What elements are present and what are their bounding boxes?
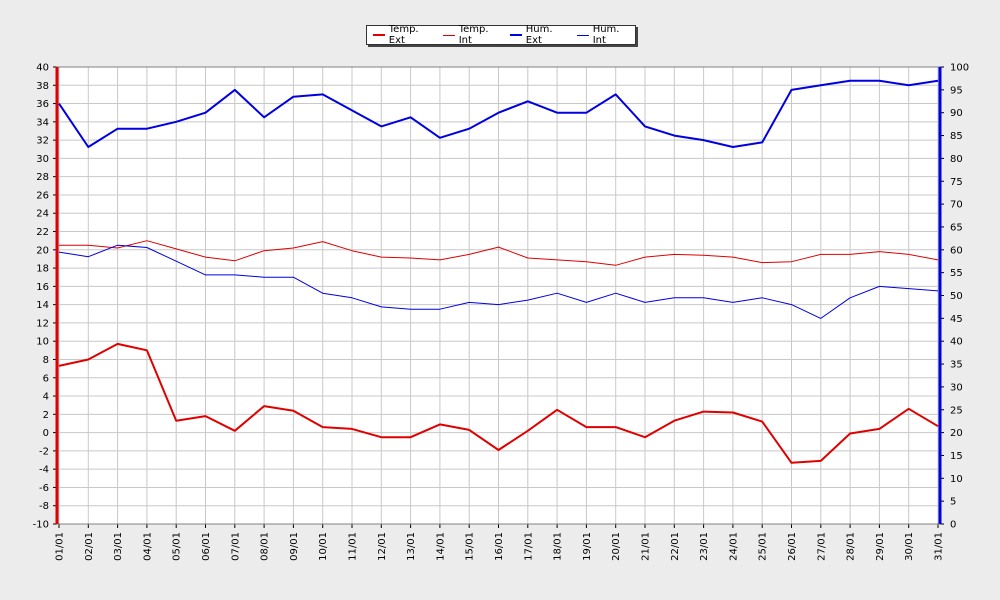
y-left-tick-label: 28 xyxy=(36,172,49,183)
x-tick-label: 27/01 xyxy=(816,532,827,561)
y-left-tick-label: 32 xyxy=(36,136,49,147)
x-tick-label: 22/01 xyxy=(670,532,681,561)
y-left-tick-label: 10 xyxy=(36,337,49,348)
y-right-tick-label: 40 xyxy=(950,337,963,348)
y-left-tick-label: 0 xyxy=(43,428,49,439)
x-tick-label: 26/01 xyxy=(787,532,798,561)
legend-swatch-hum-int xyxy=(576,34,589,36)
y-left-tick-label: 20 xyxy=(36,245,49,256)
y-right-tick-label: 85 xyxy=(950,131,963,142)
legend-item-temp-int: Temp. Int xyxy=(442,24,504,46)
y-left-tick-label: -8 xyxy=(39,501,49,512)
legend-item-hum-ext: Hum. Ext xyxy=(509,24,571,46)
x-tick-label: 20/01 xyxy=(611,532,622,561)
legend-swatch-hum-ext xyxy=(509,34,522,36)
y-right-tick-label: 95 xyxy=(950,85,963,96)
x-tick-label: 16/01 xyxy=(494,532,505,561)
series-line-temp-ext xyxy=(58,342,939,464)
x-tick-label: 07/01 xyxy=(230,532,241,561)
y-left-tick-label: 18 xyxy=(36,264,49,275)
y-left-tick-label: 16 xyxy=(36,282,49,293)
y-right-tick-label: 5 xyxy=(950,497,956,508)
x-tick-label: 15/01 xyxy=(465,532,476,561)
y-left-tick-label: 34 xyxy=(36,117,49,128)
x-tick-label: 05/01 xyxy=(172,532,183,561)
x-tick-label: 12/01 xyxy=(377,532,388,561)
y-right-tick-label: 50 xyxy=(950,291,963,302)
legend-label-hum-int: Hum. Int xyxy=(592,24,620,46)
legend-label-hum-ext: Hum. Ext xyxy=(525,24,553,46)
y-left-tick-label: -2 xyxy=(39,446,49,457)
y-right-tick-label: 15 xyxy=(950,451,963,462)
legend-item-hum-int: Hum. Int xyxy=(576,24,635,46)
series-line-hum-int xyxy=(58,244,939,319)
x-tick-label: 30/01 xyxy=(904,532,915,561)
y-right-tick-label: 20 xyxy=(950,428,963,439)
y-left-tick-label: 4 xyxy=(43,392,49,403)
y-left-tick-label: 24 xyxy=(36,209,49,220)
y-right-tick-label: 90 xyxy=(950,108,963,119)
y-left-tick-label: 26 xyxy=(36,190,49,201)
series-line-temp-int xyxy=(59,240,939,266)
y-right-tick-label: 35 xyxy=(950,360,963,371)
legend-swatch-temp-int xyxy=(442,34,455,36)
y-left-tick-label: 40 xyxy=(36,63,49,74)
x-tick-label: 13/01 xyxy=(406,532,417,561)
y-right-tick-label: 55 xyxy=(950,268,963,279)
y-right-tick-label: 0 xyxy=(950,520,956,531)
y-right-tick-label: 80 xyxy=(950,154,963,165)
x-tick-label: 11/01 xyxy=(348,532,359,561)
y-right-tick-label: 10 xyxy=(950,474,963,485)
x-tick-label: 18/01 xyxy=(553,532,564,561)
y-left-tick-label: -6 xyxy=(39,483,49,494)
legend-label-temp-int: Temp. Int xyxy=(458,24,489,46)
series-line-hum-ext xyxy=(58,79,939,148)
y-left-tick-label: 8 xyxy=(43,355,49,366)
x-tick-label: 28/01 xyxy=(846,532,857,561)
x-tick-label: 03/01 xyxy=(113,532,124,561)
y-left-tick-label: 2 xyxy=(43,410,49,421)
y-right-tick-label: 65 xyxy=(950,222,963,233)
y-right-tick-label: 75 xyxy=(950,177,963,188)
x-tick-label: 29/01 xyxy=(875,532,886,561)
legend-label-temp-ext: Temp. Ext xyxy=(388,24,419,46)
y-left-tick-label: 22 xyxy=(36,227,49,238)
x-tick-label: 01/01 xyxy=(55,532,66,561)
y-right-tick-label: 70 xyxy=(950,200,963,211)
x-tick-label: 25/01 xyxy=(758,532,769,561)
x-tick-label: 19/01 xyxy=(582,532,593,561)
x-tick-label: 02/01 xyxy=(84,532,95,561)
y-right-tick-label: 30 xyxy=(950,382,963,393)
legend-swatch-temp-ext xyxy=(373,34,385,36)
y-right-tick-label: 45 xyxy=(950,314,963,325)
x-tick-label: 21/01 xyxy=(641,532,652,561)
legend-item-temp-ext: Temp. Ext xyxy=(373,24,437,46)
x-tick-label: 09/01 xyxy=(289,532,300,561)
x-tick-label: 14/01 xyxy=(435,532,446,561)
x-tick-label: 10/01 xyxy=(318,532,329,561)
y-right-tick-label: 60 xyxy=(950,245,963,256)
x-tick-label: 17/01 xyxy=(523,532,534,561)
y-left-tick-label: 6 xyxy=(43,373,49,384)
y-right-tick-label: 25 xyxy=(950,405,963,416)
y-left-tick-label: -10 xyxy=(33,520,49,531)
x-tick-label: 23/01 xyxy=(699,532,710,561)
y-left-tick-label: 36 xyxy=(36,99,49,110)
x-tick-label: 31/01 xyxy=(934,532,945,561)
y-left-tick-label: 38 xyxy=(36,81,49,92)
x-tick-label: 04/01 xyxy=(142,532,153,561)
y-left-tick-label: 12 xyxy=(36,318,49,329)
y-left-tick-label: 14 xyxy=(36,300,49,311)
y-left-tick-label: 30 xyxy=(36,154,49,165)
y-left-tick-label: -4 xyxy=(39,465,49,476)
chart-legend: Temp. Ext Temp. Int Hum. Ext Hum. Int xyxy=(366,24,636,46)
x-tick-label: 08/01 xyxy=(260,532,271,561)
x-tick-label: 24/01 xyxy=(728,532,739,561)
y-right-tick-label: 100 xyxy=(950,63,969,74)
x-tick-label: 06/01 xyxy=(201,532,212,561)
